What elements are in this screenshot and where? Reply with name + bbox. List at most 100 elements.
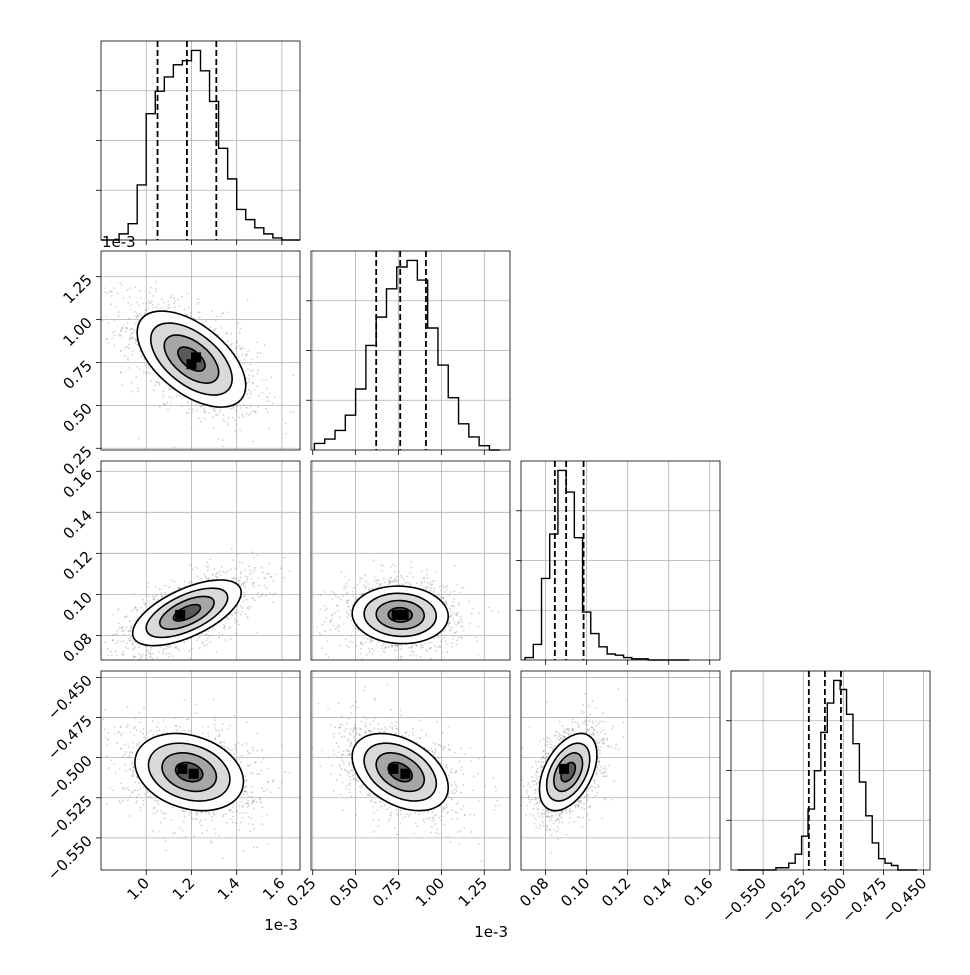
scatter-point: [80, 745, 82, 747]
scatter-point: [394, 571, 396, 573]
scatter-point: [227, 424, 229, 426]
scatter-point: [114, 335, 116, 337]
scatter-point: [491, 610, 493, 612]
scatter-point: [431, 580, 433, 582]
scatter-point: [346, 611, 348, 613]
scatter-point: [362, 644, 364, 646]
scatter-point: [253, 808, 255, 810]
scatter-point: [158, 382, 160, 384]
scatter-point: [240, 407, 242, 409]
scatter-point: [147, 587, 149, 589]
scatter-point: [161, 307, 163, 309]
scatter-point: [453, 635, 455, 637]
scatter-point: [158, 803, 160, 805]
scatter-point: [262, 392, 264, 394]
scatter-point: [324, 621, 326, 623]
scatter-point: [384, 581, 386, 583]
scatter-point: [261, 567, 263, 569]
scatter-point: [159, 831, 161, 833]
scatter-point: [128, 746, 130, 748]
scatter-point: [143, 372, 145, 374]
scatter-point: [251, 584, 253, 586]
scatter-point: [240, 577, 242, 579]
scatter-point: [462, 626, 464, 628]
scatter-point: [217, 438, 219, 440]
scatter-point: [165, 661, 167, 663]
scatter-point: [113, 345, 115, 347]
scatter-point: [247, 393, 249, 395]
scatter-point: [228, 628, 230, 630]
scatter-point: [139, 658, 141, 660]
scatter-point: [263, 585, 265, 587]
scatter-point: [130, 309, 132, 311]
scatter-point: [433, 637, 435, 639]
scatter-point: [98, 762, 100, 764]
scatter-point: [127, 647, 129, 649]
scatter-point: [365, 580, 367, 582]
scatter-point: [437, 636, 439, 638]
scatter-point: [173, 297, 175, 299]
scatter-point: [478, 654, 480, 656]
scatter-point: [389, 581, 391, 583]
scatter-point: [119, 661, 121, 663]
scatter-point: [249, 363, 251, 365]
scatter-point: [248, 608, 250, 610]
scatter-point: [107, 648, 109, 650]
scatter-point: [111, 654, 113, 656]
scatter-point: [121, 284, 123, 286]
scatter-point: [120, 334, 122, 336]
scatter-point: [349, 609, 351, 611]
scatter-point: [126, 346, 128, 348]
scatter-point: [131, 332, 133, 334]
scatter-point: [254, 599, 256, 601]
scatter-point: [350, 635, 352, 637]
scatter-point: [177, 299, 179, 301]
scatter-point: [348, 579, 350, 581]
scatter-point: [433, 591, 435, 593]
scatter-point: [261, 749, 263, 751]
scatter-point: [190, 315, 192, 317]
scatter-point: [242, 562, 244, 564]
scatter-point: [104, 641, 106, 643]
scatter-point: [104, 709, 106, 711]
scatter-point: [165, 585, 167, 587]
scatter-point: [138, 304, 140, 306]
scatter-point: [415, 643, 417, 645]
scatter-point: [371, 648, 373, 650]
scatter-point: [113, 287, 115, 289]
scatter-point: [132, 771, 134, 773]
scatter-point: [152, 652, 154, 654]
scatter-point: [427, 582, 429, 584]
scatter-point: [247, 368, 249, 370]
scatter-point: [114, 733, 116, 735]
scatter-point: [214, 568, 216, 570]
scatter-point: [251, 551, 253, 553]
scatter-point: [107, 292, 109, 294]
scatter-point: [149, 656, 151, 658]
scatter-point: [261, 761, 263, 763]
pair-panel-p1-p2: [291, 461, 510, 680]
scatter-point: [369, 650, 371, 652]
scatter-point: [256, 750, 258, 752]
scatter-point: [242, 607, 244, 609]
scatter-point: [471, 613, 473, 615]
scatter-point: [411, 651, 413, 653]
scatter-point: [249, 830, 251, 832]
scatter-point: [212, 717, 214, 719]
scatter-point: [346, 645, 348, 647]
scatter-point: [268, 428, 270, 430]
scatter-point: [376, 582, 378, 584]
scatter-point: [447, 625, 449, 627]
scatter-point: [145, 603, 147, 605]
scatter-point: [220, 574, 222, 576]
scatter-point: [186, 293, 188, 295]
scatter-point: [250, 393, 252, 395]
scatter-point: [234, 430, 236, 432]
scatter-point: [445, 601, 447, 603]
scatter-point: [155, 288, 157, 290]
scatter-point: [161, 298, 163, 300]
scatter-point: [149, 373, 151, 375]
scatter-point: [458, 637, 460, 639]
scatter-point: [114, 331, 116, 333]
scatter-point: [390, 645, 392, 647]
